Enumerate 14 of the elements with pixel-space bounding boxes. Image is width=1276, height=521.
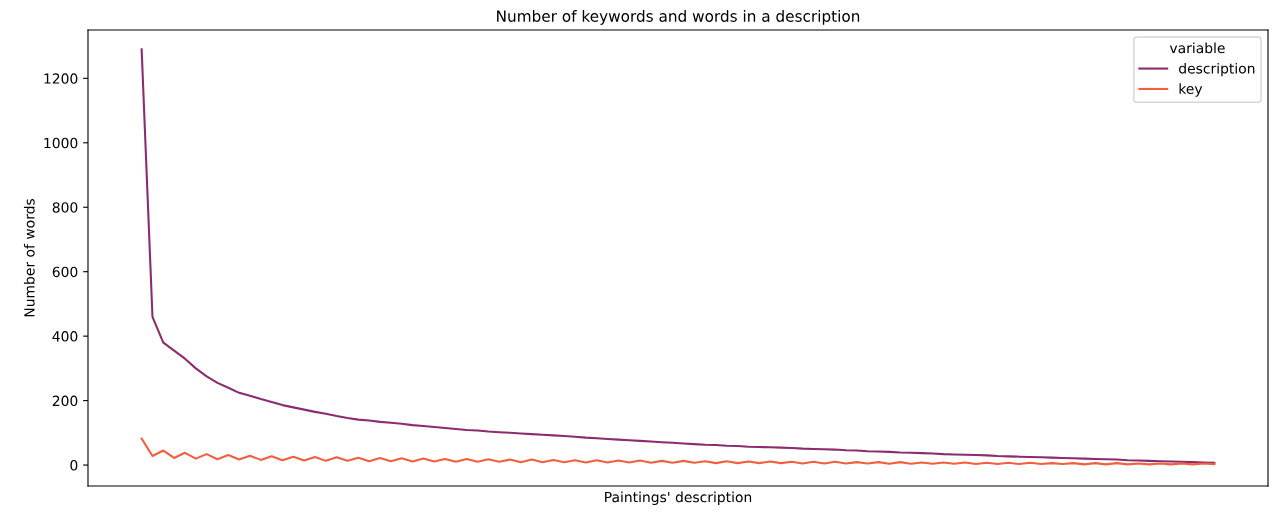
y-tick-label: 400 (52, 331, 78, 342)
y-tick-label: 600 (52, 266, 78, 278)
y-tick-label: 800 (52, 202, 78, 213)
legend-label: description (1179, 62, 1255, 77)
legend-label: key (1179, 83, 1203, 97)
line-series (140, 437, 1216, 466)
y-tick-label: 0 (70, 460, 78, 471)
chart-title: Number of keywords and words in a description (497, 10, 860, 25)
y-axis-title: Number of words (23, 198, 35, 317)
y-tick-label: 200 (52, 395, 78, 407)
y-tick-label: 1200 (44, 73, 78, 84)
y-tick-label: 1000 (44, 137, 78, 149)
legend-title: variable (1169, 42, 1225, 54)
x-axis-title: Paintings' description (605, 491, 752, 505)
